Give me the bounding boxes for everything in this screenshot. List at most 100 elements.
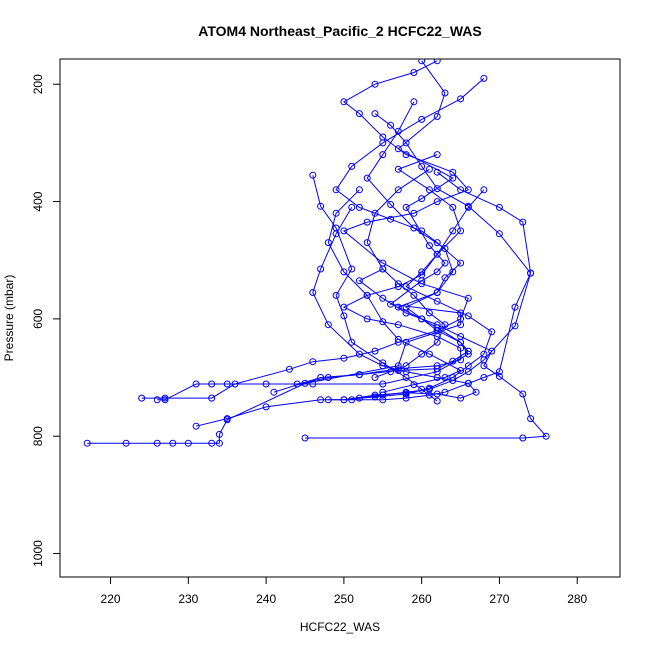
y-tick-label: 400 [31,191,45,211]
data-point [418,385,426,393]
data-point [441,259,449,267]
data-point [285,365,293,373]
data-point [309,171,317,179]
data-point [410,291,418,299]
data-point [495,372,503,380]
profile-line [359,113,532,399]
y-tick-label: 200 [31,74,45,94]
profile-line [327,189,462,393]
data-point [363,239,371,247]
x-tick-label: 250 [334,592,354,606]
data-point [519,390,527,398]
profile-series [355,110,535,402]
data-point [464,368,472,376]
data-point [355,371,363,379]
data-point [348,338,356,346]
data-point [340,354,348,362]
data-point [317,374,325,381]
data-point [418,350,426,358]
data-point [464,347,472,355]
data-point [495,230,503,238]
data-point [340,396,348,404]
data-point [433,168,441,176]
data-point [410,98,418,106]
data-point [324,396,332,404]
data-point [379,139,387,147]
data-point [332,224,340,232]
data-point [394,321,402,329]
data-point [355,186,363,194]
data-point [355,277,363,285]
data-point [387,368,395,376]
data-point [433,113,441,120]
data-point [301,434,309,442]
x-tick-label: 260 [412,592,432,606]
data-point [441,245,449,252]
y-tick-label: 1000 [31,540,45,567]
x-tick-label: 270 [489,592,509,606]
data-point [418,195,426,203]
data-point [402,338,410,346]
data-point [348,203,356,211]
data-point [433,321,441,329]
profile-series [324,186,465,396]
data-point [425,242,433,250]
profile-line [312,207,477,401]
x-tick-label: 230 [178,592,198,606]
data-point [418,280,426,288]
data-point [379,318,387,326]
data-point [457,333,465,340]
data-point [161,396,169,404]
data-point [433,151,441,159]
data-point [410,209,418,217]
data-point [457,356,465,364]
data-point [488,328,496,336]
data-point [153,396,161,404]
data-point [317,265,325,273]
data-point [457,315,465,323]
data-point [441,89,449,97]
data-point [223,415,231,423]
data-point [527,269,535,277]
data-point [425,186,433,194]
data-point [418,115,426,123]
data-point [433,185,441,193]
data-point [519,434,527,442]
data-point [379,265,387,273]
data-point [340,227,348,235]
data-point [449,168,457,176]
data-point [433,59,441,65]
data-point [410,69,418,76]
data-point [464,312,472,320]
data-point [394,186,402,194]
data-point [457,227,465,235]
data-point [433,198,441,206]
data-point [169,439,177,447]
data-point [379,396,387,404]
data-point [457,394,465,402]
data-point [138,394,146,402]
data-point [324,321,332,329]
data-point [348,396,356,404]
data-point [309,289,317,296]
data-point [394,303,402,311]
data-point [425,309,433,317]
data-point [340,312,348,320]
data-point [495,368,503,376]
data-point [363,291,371,299]
data-point [309,358,317,366]
data-point [387,121,395,129]
data-point [464,202,472,210]
data-point [433,338,441,346]
data-point [449,203,457,211]
data-point [371,391,379,399]
profile-series [363,165,449,381]
data-point [441,374,449,381]
data-point [371,80,379,88]
data-point [495,203,503,211]
data-point [355,203,363,211]
x-tick-label: 280 [567,592,587,606]
data-point [511,303,519,311]
data-point [402,362,410,370]
data-point [433,239,441,247]
